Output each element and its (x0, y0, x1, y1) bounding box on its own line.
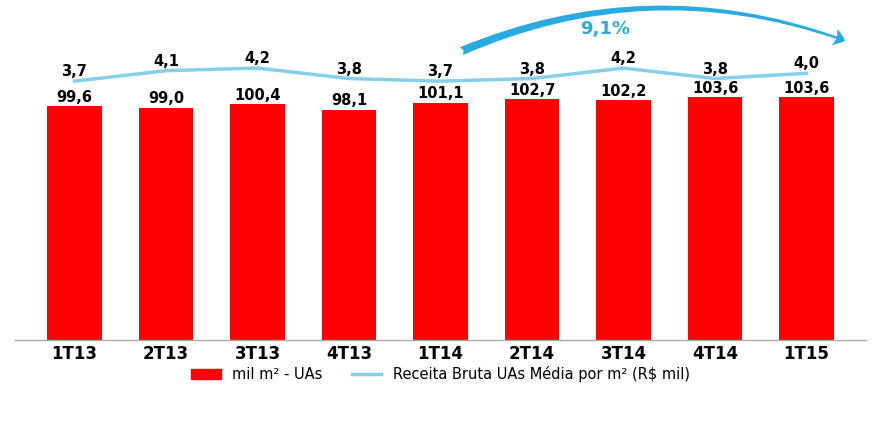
Text: 3,8: 3,8 (336, 62, 362, 77)
Text: 102,2: 102,2 (600, 84, 647, 99)
Text: 99,6: 99,6 (56, 90, 93, 105)
Text: 4,2: 4,2 (245, 51, 270, 66)
Legend: mil m² - UAs, Receita Bruta UAs Média por m² (R$ mil): mil m² - UAs, Receita Bruta UAs Média po… (186, 360, 695, 388)
Text: 103,6: 103,6 (783, 81, 830, 95)
Text: 3,7: 3,7 (62, 64, 87, 79)
Bar (779, 97, 834, 340)
Text: 102,7: 102,7 (509, 82, 555, 98)
Text: 98,1: 98,1 (331, 93, 367, 108)
Bar (687, 97, 743, 340)
Bar (47, 106, 102, 340)
Text: 4,2: 4,2 (611, 51, 636, 66)
Text: 101,1: 101,1 (418, 86, 463, 102)
Bar (322, 110, 376, 340)
Text: 3,7: 3,7 (427, 64, 454, 79)
Bar (138, 108, 194, 340)
Bar (413, 102, 468, 340)
Text: 100,4: 100,4 (234, 88, 281, 103)
Text: 3,8: 3,8 (702, 62, 728, 77)
Text: 99,0: 99,0 (148, 91, 184, 106)
Bar (505, 99, 559, 340)
Bar (596, 100, 651, 340)
Text: 103,6: 103,6 (692, 81, 738, 95)
Text: 3,8: 3,8 (519, 62, 545, 77)
Text: 4,0: 4,0 (794, 56, 819, 72)
Text: 9,1%: 9,1% (581, 20, 630, 38)
Bar (230, 104, 285, 340)
Text: 4,1: 4,1 (153, 54, 179, 69)
